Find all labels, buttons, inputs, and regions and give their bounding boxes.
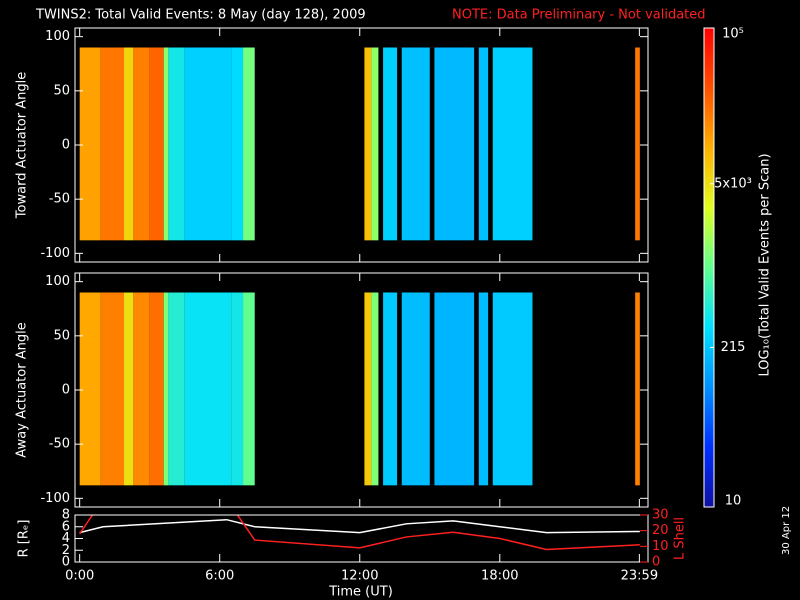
heatmap-cell (124, 47, 134, 241)
heatmap-cell (401, 47, 430, 241)
x-axis-label: Time (UT) (328, 585, 393, 600)
y-tick-label: -50 (49, 437, 70, 452)
y-axis-label: Toward Actuator Angle (15, 72, 30, 219)
colorbar-tick-label: 5x10³ (714, 176, 752, 191)
heatmap-cell (243, 292, 255, 486)
y-axis-label: R [Rₑ] (17, 520, 32, 558)
heatmap-cell (383, 292, 398, 486)
plot-frame (74, 514, 649, 563)
y-axis-label: Away Actuator Angle (15, 322, 30, 457)
heatmap-cell (133, 47, 150, 241)
heatmap-cell (124, 292, 134, 486)
chart-title: TWINS2: Total Valid Events: 8 May (day 1… (35, 8, 366, 23)
y-tick-label: 100 (45, 29, 70, 44)
x-tick-label: 23:59 (621, 569, 658, 584)
heatmap-cell (168, 292, 185, 486)
heatmap-cell (100, 292, 125, 486)
note: NOTE: Data Preliminary - Not validated (452, 8, 706, 23)
heatmap-cell (364, 47, 372, 241)
line-series (79, 518, 640, 534)
colorbar-label: LOG₁₀(Total Valid Events per Scan) (758, 153, 773, 376)
y-tick-label: -100 (40, 491, 70, 506)
heatmap-cell (434, 47, 475, 241)
y2-axis-label: L Shell (673, 517, 688, 560)
x-tick-label: 12:00 (341, 569, 378, 584)
heatmap-cell (184, 47, 232, 241)
heatmap-cell (133, 292, 150, 486)
heatmap-cell (364, 292, 372, 486)
heatmap-cell (434, 292, 475, 486)
colorbar (703, 27, 715, 508)
heatmap-cell (478, 292, 489, 486)
heatmap-cell (168, 47, 185, 241)
x-tick-label: 0:00 (65, 569, 94, 584)
heatmap-cell (492, 47, 533, 241)
colorbar-tick-label: 215 (721, 340, 746, 355)
y2-tick-label: 30 (652, 508, 669, 523)
heatmap-cell (79, 292, 101, 486)
y-tick-label: 50 (53, 83, 70, 98)
heatmap-cell (149, 47, 164, 241)
heatmap-cell (100, 47, 125, 241)
y2-tick-label: 20 (652, 523, 669, 538)
y-tick-label: 50 (53, 328, 70, 343)
heatmap-cell (635, 292, 640, 486)
y-tick-label: 100 (45, 274, 70, 289)
heatmap-cell (231, 47, 244, 241)
heatmap-cell (243, 47, 255, 241)
y-tick-label: 8 (62, 508, 70, 523)
y-tick-label: 2 (62, 543, 70, 558)
heatmap-cell (478, 47, 489, 241)
y-tick-label: 6 (62, 519, 70, 534)
heatmap-cell (383, 47, 398, 241)
heatmap-cell (231, 292, 244, 486)
heatmap-cell (163, 47, 169, 241)
y-tick-label: 0 (62, 383, 70, 398)
y-tick-label: 0 (62, 555, 70, 570)
heatmap-cell (635, 47, 640, 241)
colorbar-tick-label: 10⁵ (722, 27, 744, 42)
heatmap-cell (492, 292, 533, 486)
line-series (79, 515, 640, 551)
heatmap-cell (371, 292, 379, 486)
heatmap-cell (79, 47, 101, 241)
heatmap-cell (184, 292, 232, 486)
colorbar-tick-label: 10 (725, 494, 742, 509)
y-tick-label: 4 (62, 531, 70, 546)
y-tick-label: -50 (49, 192, 70, 207)
y-tick-label: -100 (40, 246, 70, 261)
heatmap-cell (149, 292, 164, 486)
heatmap-cell (371, 47, 379, 241)
y2-tick-label: 0 (652, 555, 660, 570)
x-tick-label: 6:00 (205, 569, 234, 584)
date-stamp: 30 Apr 12 (781, 506, 792, 555)
heatmap-cell (163, 292, 169, 486)
y2-tick-label: 10 (652, 539, 669, 554)
y-tick-label: 0 (62, 138, 70, 153)
heatmap-cell (401, 292, 430, 486)
x-tick-label: 18:00 (481, 569, 518, 584)
